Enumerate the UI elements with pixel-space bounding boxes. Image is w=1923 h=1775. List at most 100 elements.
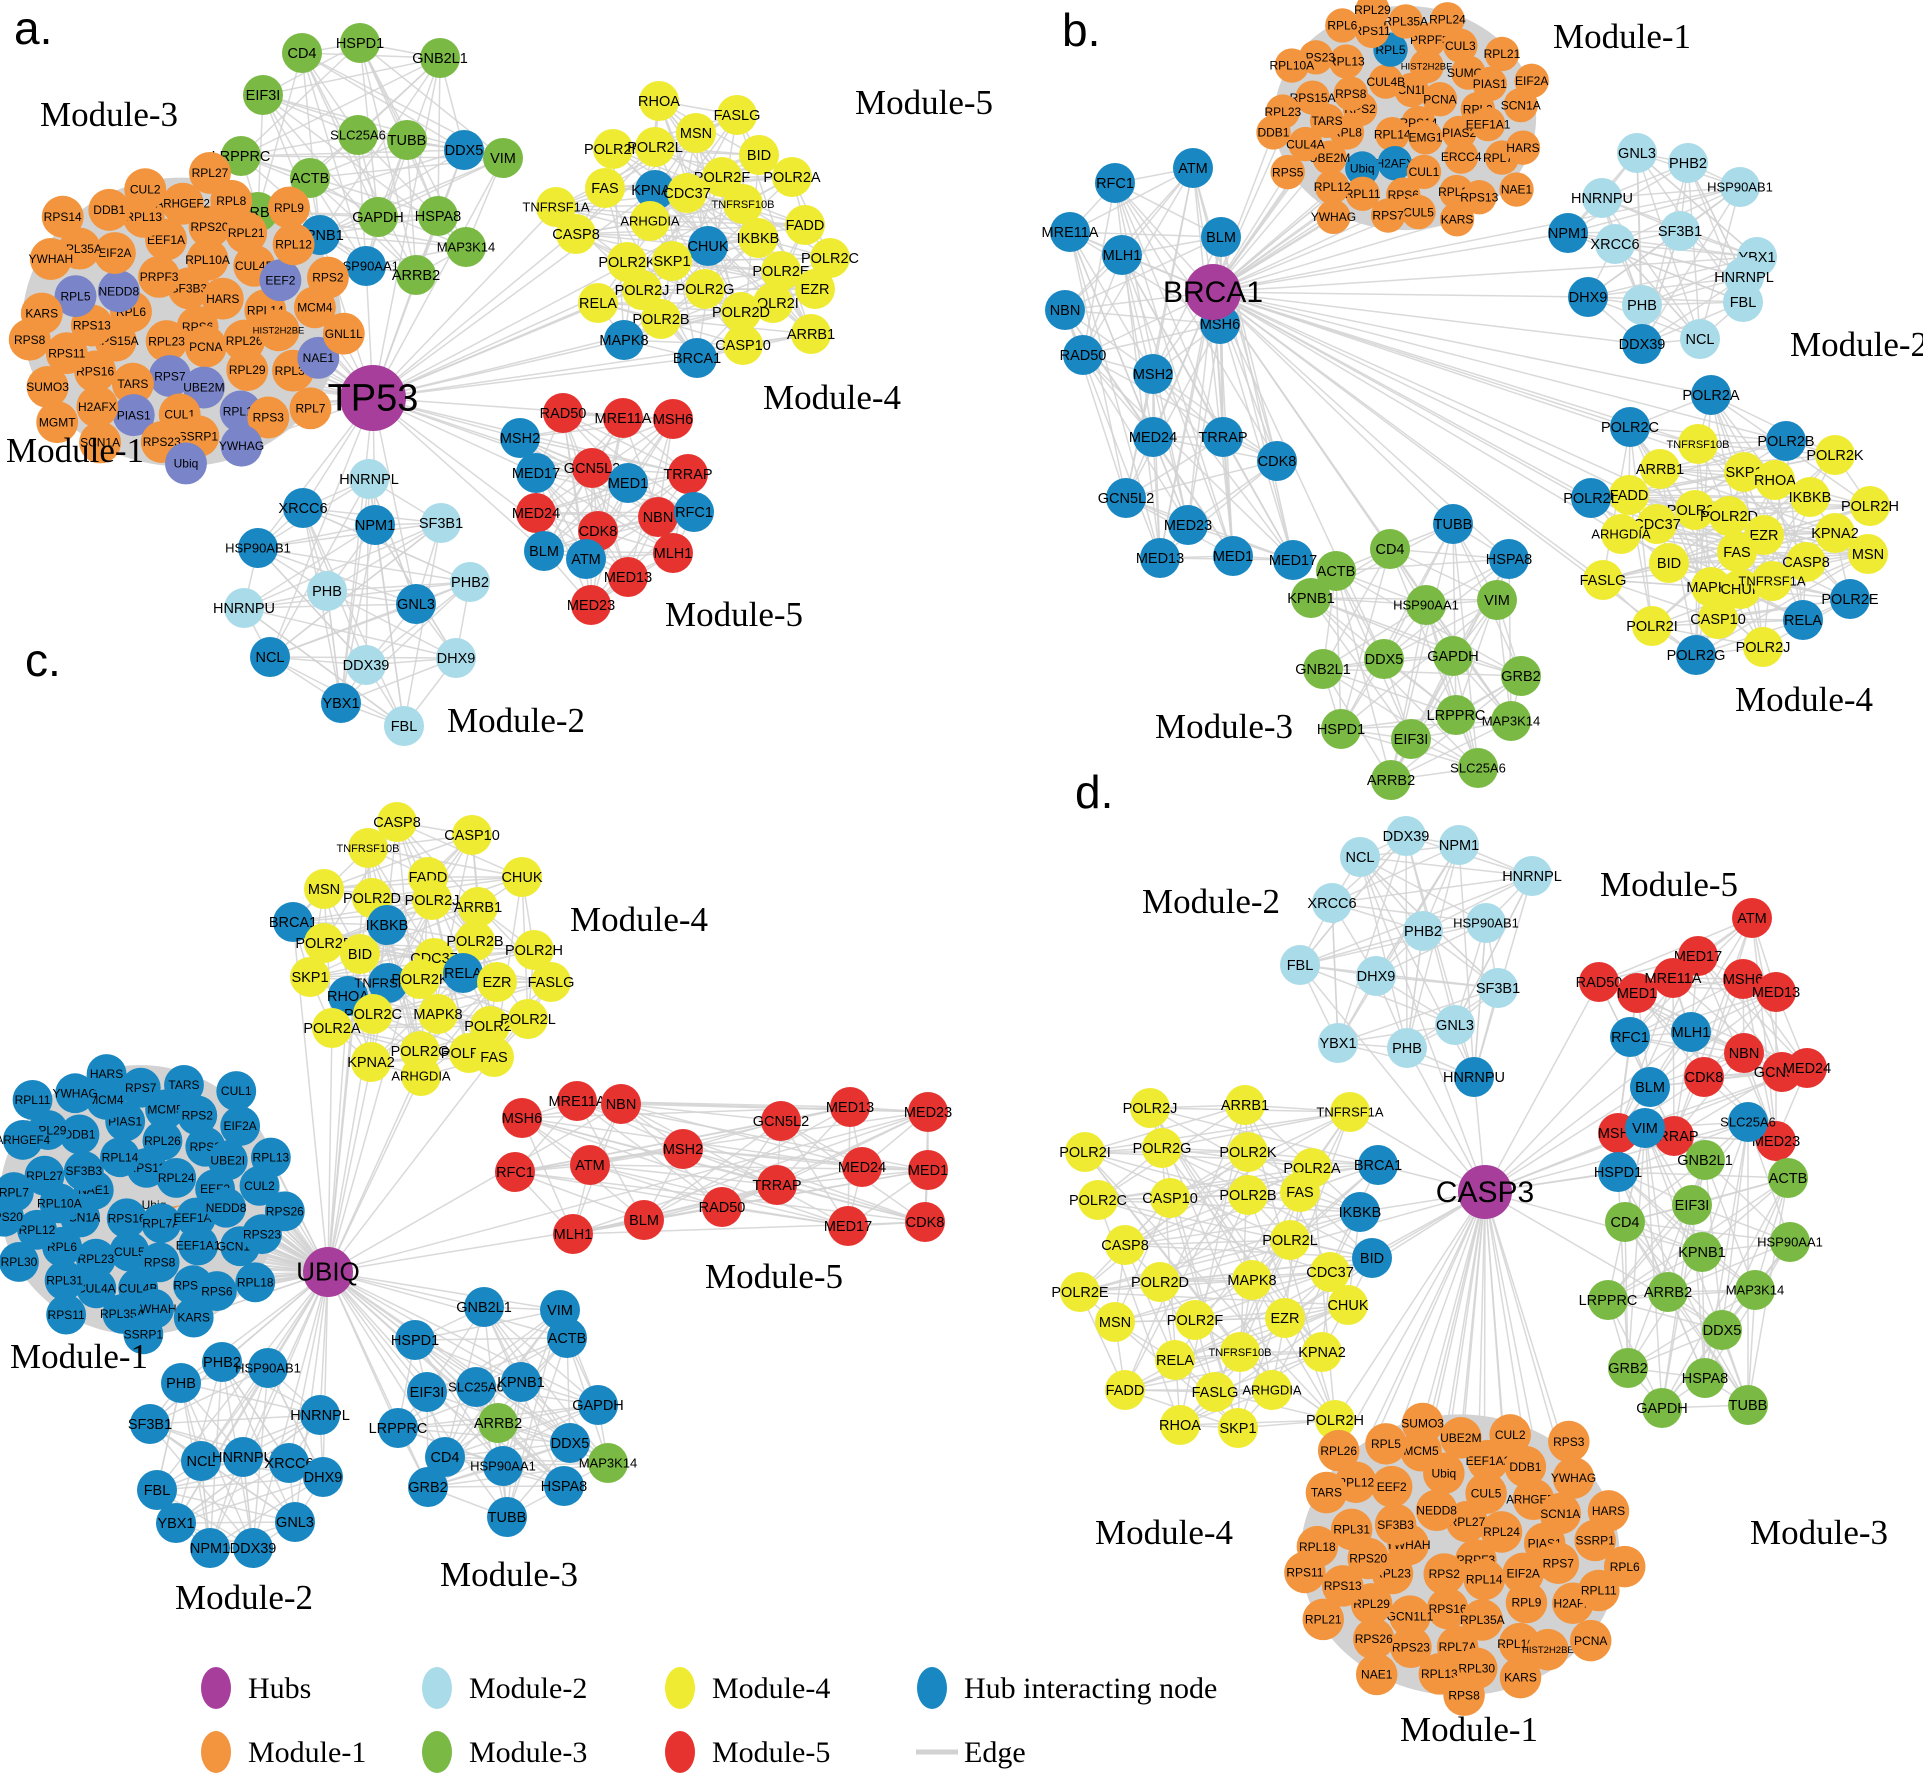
node-SF3B3[interactable]: SF3B3 <box>63 1151 104 1191</box>
node-GAPDH[interactable]: GAPDH <box>572 1385 624 1425</box>
node-MED23[interactable]: MED23 <box>567 585 615 625</box>
node-PHB[interactable]: PHB <box>1622 285 1662 325</box>
node-MED17[interactable]: MED17 <box>824 1206 872 1246</box>
node-MSH6[interactable]: MSH6 <box>653 399 693 439</box>
node-RPL12[interactable]: RPL12 <box>272 223 315 266</box>
node-GAPDH[interactable]: GAPDH <box>1636 1388 1688 1428</box>
node-HARS[interactable]: HARS <box>1505 130 1541 165</box>
node-UBE2M[interactable]: UBE2M <box>1440 1417 1482 1459</box>
node-NBN[interactable]: NBN <box>1724 1033 1764 1073</box>
node-CD4[interactable]: CD4 <box>1370 529 1410 569</box>
node-CASP10[interactable]: CASP10 <box>444 815 500 855</box>
node-MAPK8[interactable]: MAPK8 <box>413 994 463 1034</box>
node-DDX5[interactable]: DDX5 <box>444 130 484 170</box>
node-POLR2J[interactable]: POLR2J <box>1123 1088 1178 1128</box>
node-CD4[interactable]: CD4 <box>282 33 322 73</box>
node-RPL9[interactable]: RPL9 <box>1505 1581 1548 1624</box>
node-EIF3I[interactable]: EIF3I <box>407 1372 447 1412</box>
node-NCL[interactable]: NCL <box>181 1441 221 1481</box>
node-RELA[interactable]: RELA <box>1155 1340 1195 1380</box>
node-RPL27[interactable]: RPL27 <box>189 151 231 194</box>
node-ATM[interactable]: ATM <box>566 539 606 579</box>
node-Ubiq[interactable]: Ubiq <box>165 442 207 485</box>
node-RPL26[interactable]: RPL26 <box>1317 1429 1360 1472</box>
node-GRB2[interactable]: GRB2 <box>408 1467 448 1507</box>
node-H2AFX[interactable]: H2AFX <box>76 385 119 428</box>
node-NCL[interactable]: NCL <box>1340 837 1380 877</box>
node-BLM[interactable]: BLM <box>624 1200 664 1240</box>
node-HNRNPL[interactable]: HNRNPL <box>1502 856 1562 896</box>
node-EIF3I[interactable]: EIF3I <box>1391 719 1431 759</box>
node-POLR2K[interactable]: POLR2K <box>1806 435 1864 475</box>
node-RPL7[interactable]: RPL7 <box>289 387 332 430</box>
node-RPS7[interactable]: RPS7 <box>1537 1542 1580 1584</box>
node-PHB[interactable]: PHB <box>1387 1028 1427 1068</box>
node-CDK8[interactable]: CDK8 <box>905 1202 945 1242</box>
node-PRPF3[interactable]: PRPF3 <box>138 255 181 298</box>
node-GNL1L[interactable]: GNL1L <box>322 312 365 355</box>
node-PHB2[interactable]: PHB2 <box>1403 911 1443 951</box>
node-MSN[interactable]: MSN <box>1848 534 1888 574</box>
node-TRRAP[interactable]: TRRAP <box>1198 417 1248 457</box>
node-NCL[interactable]: NCL <box>250 637 290 677</box>
node-FAS[interactable]: FAS <box>474 1037 514 1077</box>
node-RPS3[interactable]: RPS3 <box>1548 1420 1590 1463</box>
node-RPS26[interactable]: RPS26 <box>264 1191 305 1232</box>
node-CUL2[interactable]: CUL2 <box>1489 1414 1531 1456</box>
node-MSH2[interactable]: MSH2 <box>663 1129 703 1169</box>
node-MLH1[interactable]: MLH1 <box>1102 235 1142 275</box>
node-YBX1[interactable]: YBX1 <box>321 683 361 723</box>
node-FAS[interactable]: FAS <box>1717 532 1757 572</box>
node-MED17[interactable]: MED17 <box>1269 540 1317 580</box>
node-MED17[interactable]: MED17 <box>512 453 560 493</box>
node-DHX9[interactable]: DHX9 <box>303 1457 343 1497</box>
node-EZR[interactable]: EZR <box>795 269 835 309</box>
node-SKP1[interactable]: SKP1 <box>1218 1408 1258 1448</box>
hub-node-BRCA1[interactable]: BRCA1 <box>1163 264 1263 320</box>
node-CUL2[interactable]: CUL2 <box>124 168 167 211</box>
node-CUL5[interactable]: CUL5 <box>1401 194 1436 230</box>
node-RPL6[interactable]: RPL6 <box>1325 8 1360 43</box>
node-MSH2[interactable]: MSH2 <box>500 418 540 458</box>
node-RPL5[interactable]: RPL5 <box>1365 1423 1407 1465</box>
node-POLR2L[interactable]: POLR2L <box>627 127 683 167</box>
node-RPS5[interactable]: RPS5 <box>1270 154 1305 190</box>
node-ATM[interactable]: ATM <box>1173 148 1213 188</box>
node-RPS2[interactable]: RPS2 <box>306 256 349 299</box>
node-GRB2[interactable]: GRB2 <box>1501 656 1541 696</box>
node-SCN1A[interactable]: SCN1A <box>1539 1492 1582 1535</box>
node-RPL6[interactable]: RPL6 <box>1603 1545 1646 1588</box>
node-NBN[interactable]: NBN <box>1045 290 1085 330</box>
node-BID[interactable]: BID <box>340 934 380 974</box>
node-NCL[interactable]: NCL <box>1680 319 1720 359</box>
node-MSN[interactable]: MSN <box>304 869 344 909</box>
node-RPL9[interactable]: RPL9 <box>268 186 310 229</box>
node-POLR2E[interactable]: POLR2E <box>1821 579 1879 619</box>
node-NAE1[interactable]: NAE1 <box>1499 172 1534 207</box>
node-RPS7[interactable]: RPS7 <box>120 1067 161 1108</box>
node-MED1[interactable]: MED1 <box>1213 536 1253 576</box>
node-MSH6[interactable]: MSH6 <box>502 1098 542 1138</box>
node-VIM[interactable]: VIM <box>1625 1108 1665 1148</box>
node-EIF2A[interactable]: EIF2A <box>220 1106 261 1146</box>
node-DHX9[interactable]: DHX9 <box>1356 956 1396 996</box>
node-PCNA[interactable]: PCNA <box>1569 1619 1612 1662</box>
node-EMG1[interactable]: EMG1 <box>1408 120 1443 155</box>
node-ATM[interactable]: ATM <box>570 1145 610 1185</box>
node-HSP90AB1[interactable]: HSP90AB1 <box>1707 167 1773 207</box>
node-SKP1[interactable]: SKP1 <box>652 241 692 281</box>
node-NBN[interactable]: NBN <box>601 1084 641 1124</box>
node-MED23[interactable]: MED23 <box>1164 505 1212 545</box>
node-RPS26[interactable]: RPS26 <box>1352 1618 1395 1660</box>
node-RPS8[interactable]: RPS8 <box>8 318 51 361</box>
node-CASP8[interactable]: CASP8 <box>1101 1225 1149 1265</box>
node-ATM[interactable]: ATM <box>1732 898 1772 938</box>
node-FAS[interactable]: FAS <box>585 168 625 208</box>
node-GNL3[interactable]: GNL3 <box>396 584 436 624</box>
node-CHUK[interactable]: CHUK <box>501 857 543 897</box>
node-NPM1[interactable]: NPM1 <box>355 505 395 545</box>
node-BID[interactable]: BID <box>1352 1238 1392 1278</box>
node-SF3B3[interactable]: SF3B3 <box>1374 1503 1417 1546</box>
node-EZR[interactable]: EZR <box>477 962 517 1002</box>
node-PIAS1[interactable]: PIAS1 <box>1472 66 1508 102</box>
